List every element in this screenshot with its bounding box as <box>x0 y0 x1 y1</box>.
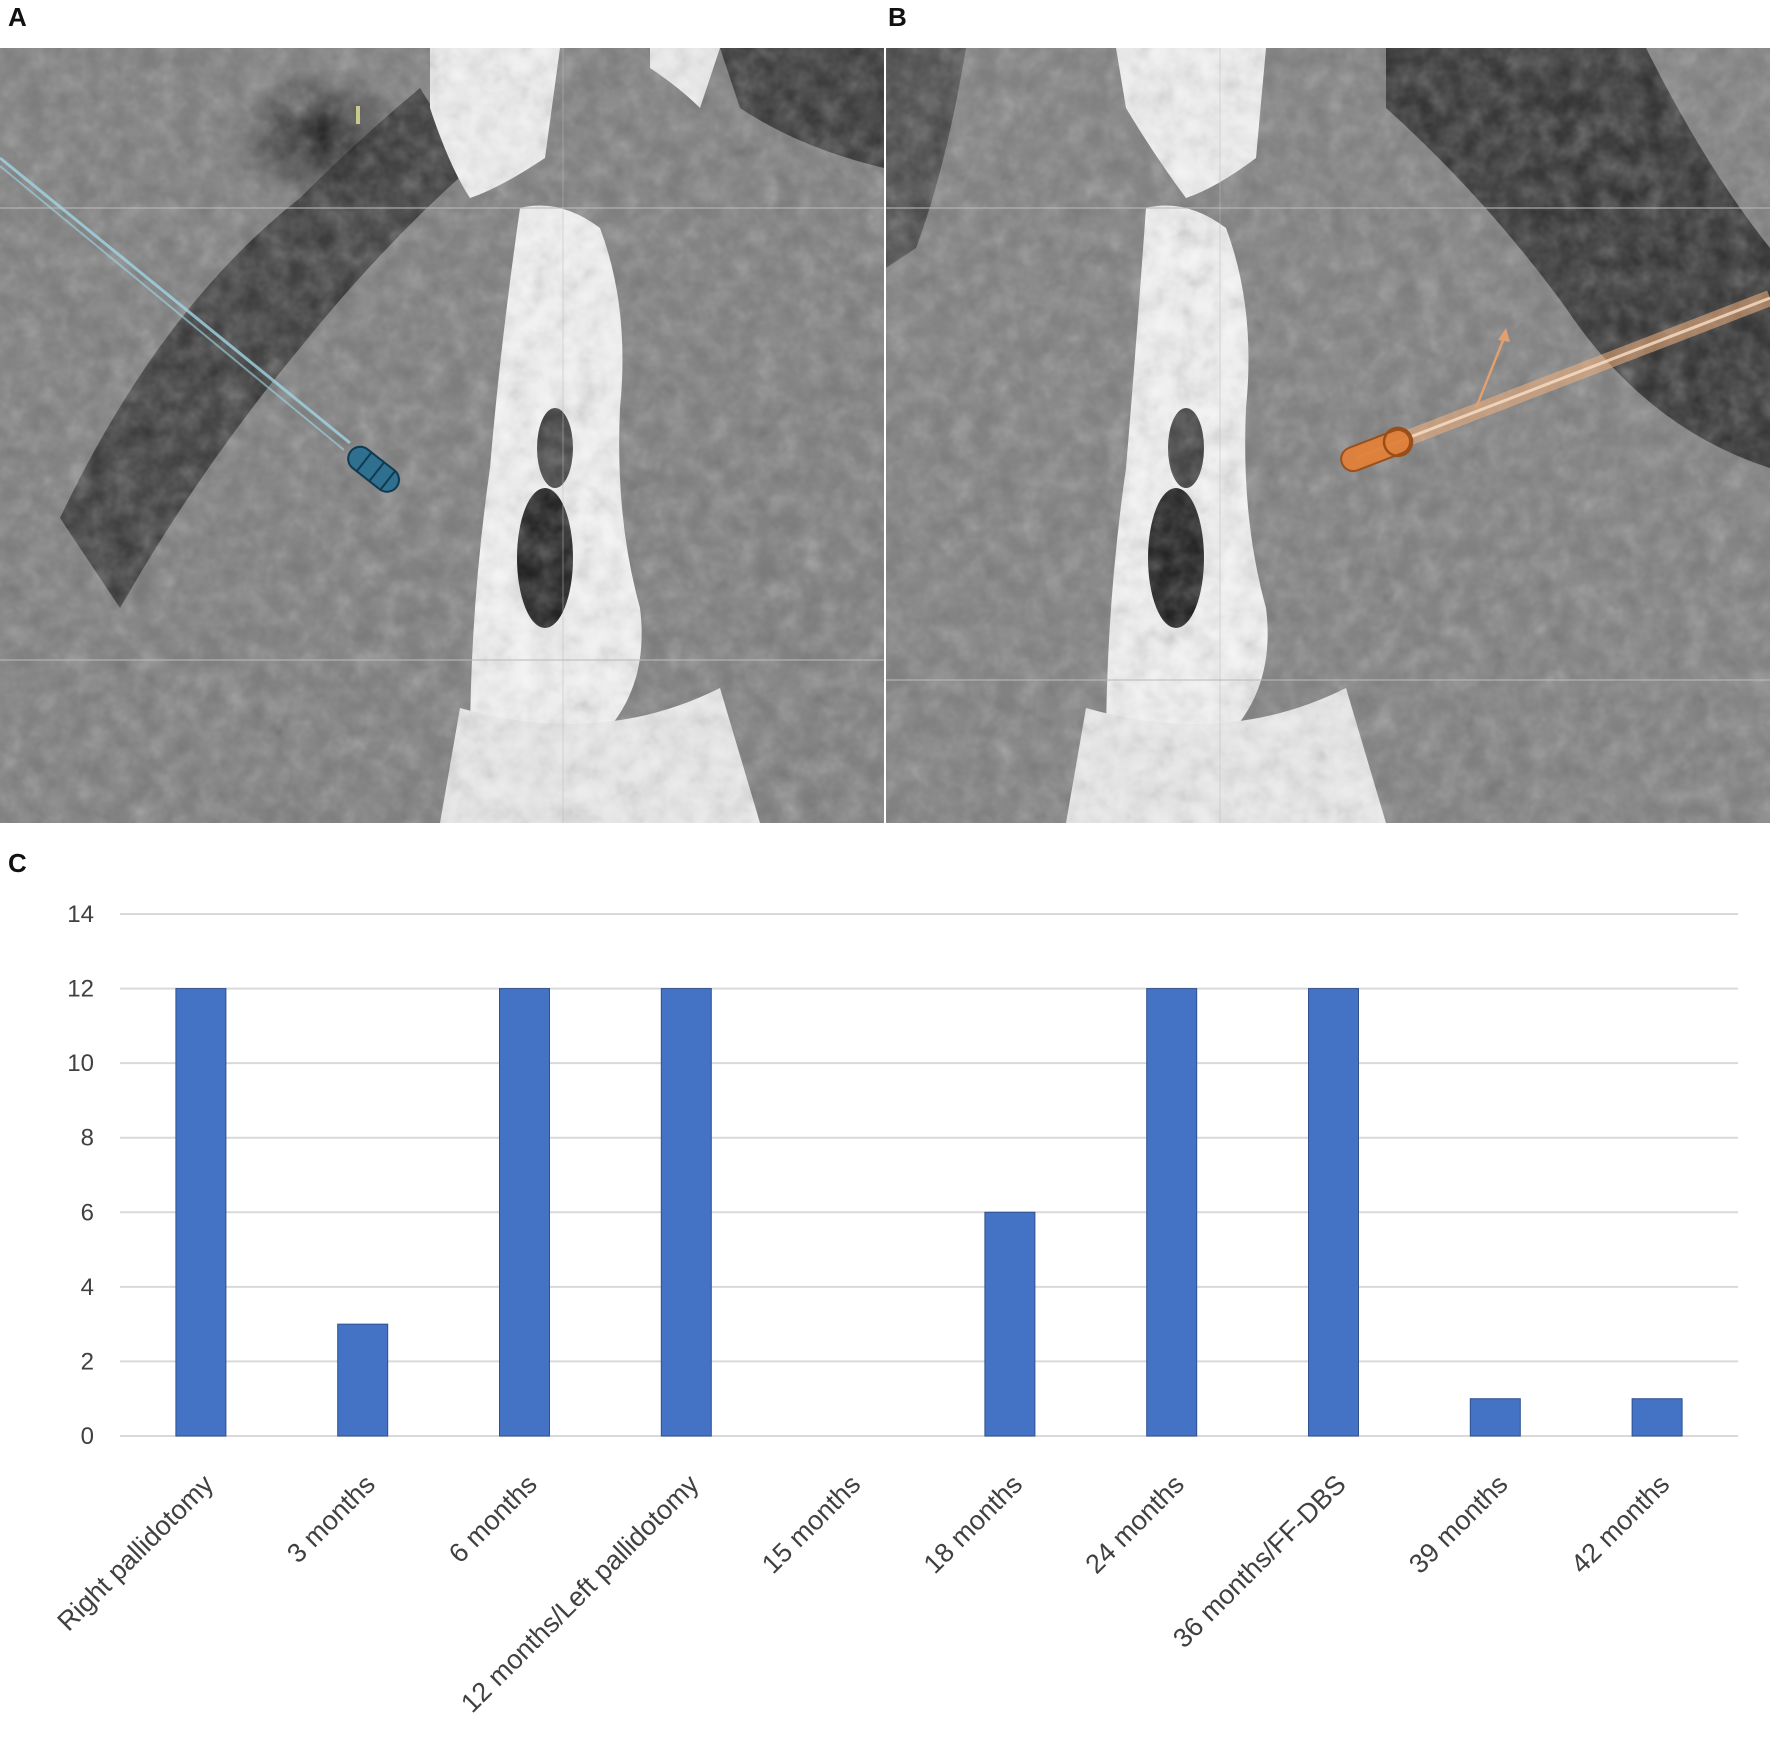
panel-label-b: B <box>888 2 907 32</box>
y-tick-label: 12 <box>67 976 94 1003</box>
bar <box>984 1211 1036 1437</box>
x-category-label: 18 months <box>918 1469 1028 1579</box>
ct-scan-image-b <box>886 48 1770 823</box>
panel-label-a: A <box>8 2 27 32</box>
y-tick-label: 8 <box>81 1125 94 1152</box>
y-tick-label: 6 <box>81 1199 94 1226</box>
panel-label-c: C <box>8 848 27 878</box>
y-axis-ticks: 0 2 4 6 8 10 12 14 <box>67 901 94 1450</box>
y-tick-label: 10 <box>67 1050 94 1077</box>
x-category-label: 3 months <box>281 1469 381 1569</box>
y-tick-label: 4 <box>81 1274 94 1301</box>
x-category-label: 42 months <box>1565 1469 1675 1579</box>
y-tick-label: 14 <box>67 901 94 928</box>
bar <box>337 1323 389 1437</box>
bar-chart: 0 2 4 6 8 10 12 14 Right pallidotomy 3 months 6 m… <box>51 901 1738 1719</box>
x-category-label: 36 months/FF-DBS <box>1167 1469 1352 1654</box>
bars <box>175 988 1683 1437</box>
y-tick-label: 0 <box>81 1423 94 1450</box>
bar <box>499 988 550 1437</box>
x-category-label: 15 months <box>756 1469 866 1579</box>
bar <box>1469 1398 1521 1437</box>
bar <box>175 988 227 1437</box>
bar <box>660 988 712 1437</box>
x-category-label: 39 months <box>1403 1469 1513 1579</box>
bar <box>1631 1398 1683 1437</box>
y-tick-label: 2 <box>81 1348 94 1375</box>
ct-scan-image-a <box>0 48 884 823</box>
bar <box>1308 988 1359 1437</box>
x-category-label: 24 months <box>1080 1469 1190 1579</box>
bar <box>1146 988 1198 1437</box>
x-category-label: 6 months <box>443 1469 543 1569</box>
grid-lines <box>120 913 1738 1437</box>
x-category-label: Right pallidotomy <box>51 1469 219 1637</box>
